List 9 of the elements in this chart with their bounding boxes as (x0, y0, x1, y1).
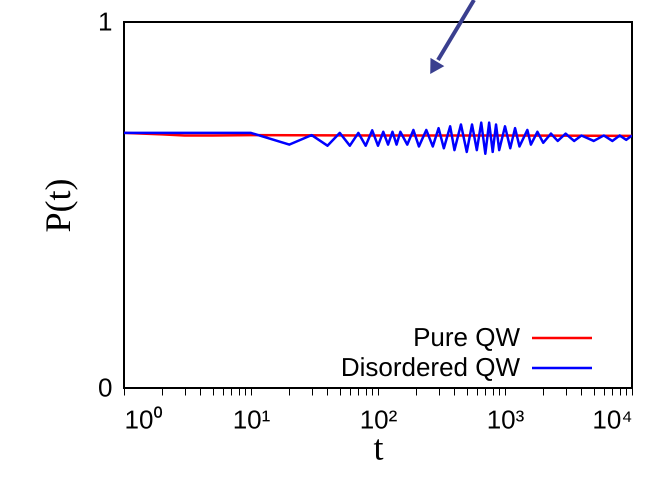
x-tick-label: 10⁴ (592, 404, 632, 434)
y-tick-label: 0 (98, 372, 112, 402)
legend-label: Disordered QW (340, 352, 520, 382)
y-axis-title: P(t) (38, 178, 78, 232)
x-tick-label: 10³ (486, 404, 525, 434)
y-tick-label: 1 (98, 6, 112, 36)
x-tick-label: 10⁰ (124, 404, 162, 434)
x-tick-label: 10¹ (232, 404, 271, 434)
legend-label: Pure QW (413, 322, 520, 352)
